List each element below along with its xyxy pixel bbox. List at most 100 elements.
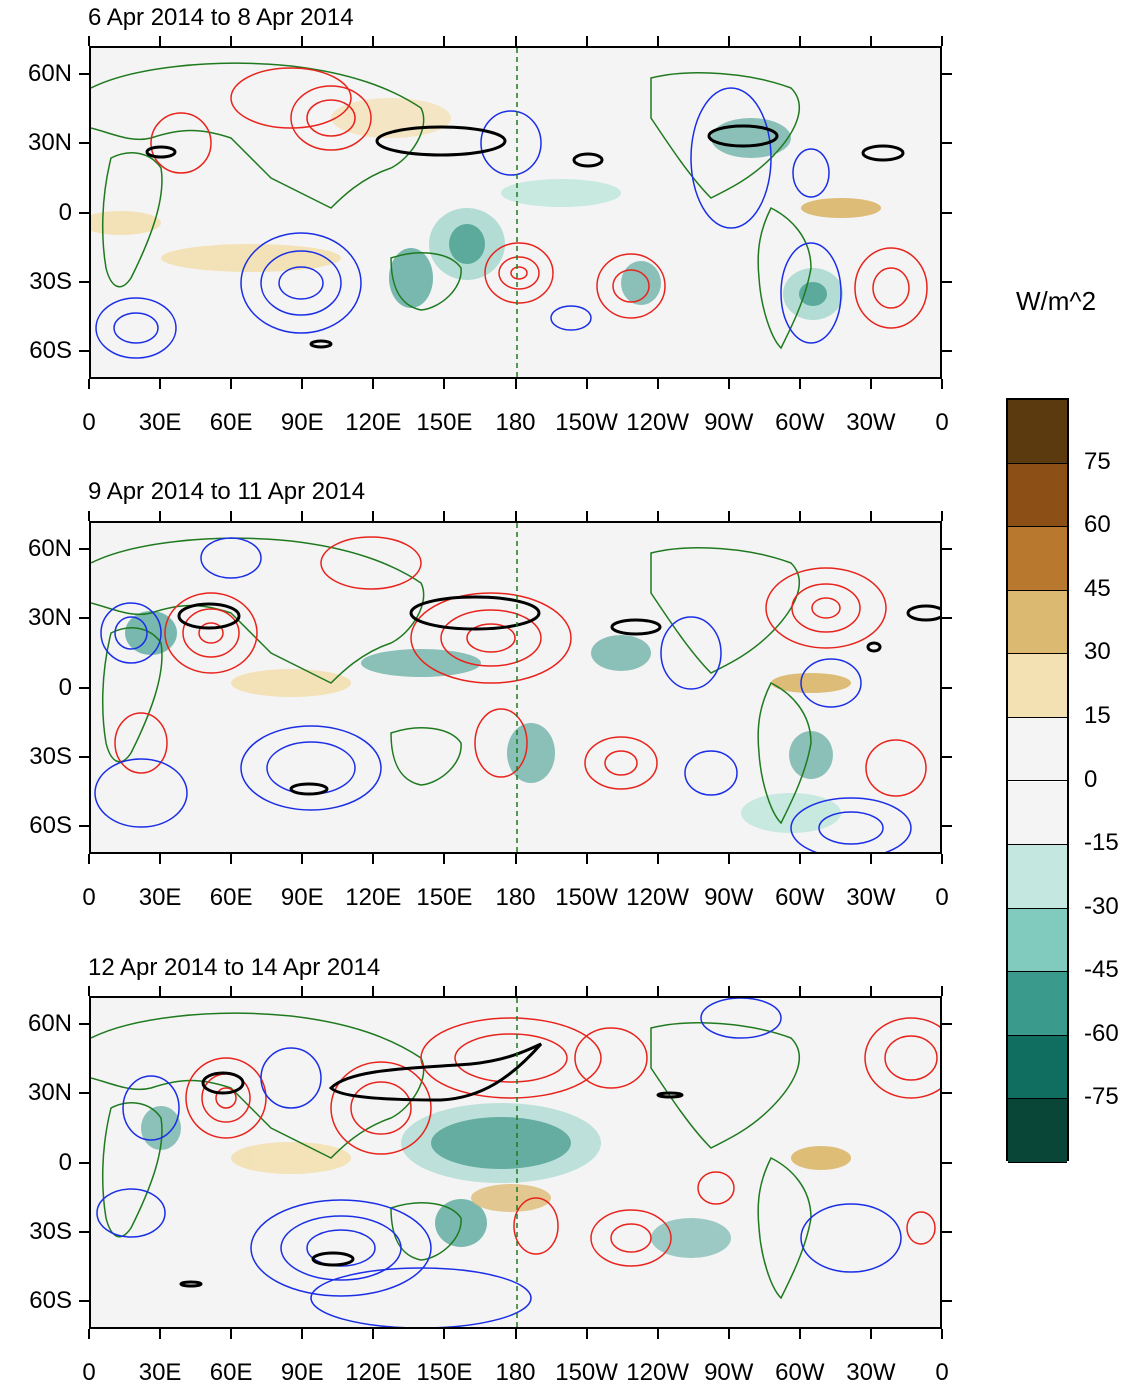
colorbar-cell [1008,590,1067,655]
y-tick [79,686,89,689]
x-tick-label: 0 [935,1359,949,1386]
y-tick [942,1300,952,1303]
x-tick [514,511,517,521]
x-tick-label: 120W [626,409,690,436]
contours-positive [114,536,927,797]
x-tick [656,36,659,46]
x-tick [372,379,375,389]
y-tick [79,350,89,353]
contours-bold [177,595,940,796]
colorbar-label: 60 [1084,511,1111,539]
x-tick-label: 90E [280,884,324,911]
colorbar-label: -75 [1084,1083,1119,1111]
x-tick [443,854,446,864]
x-tick [727,1329,730,1339]
y-tick-label: 30N [27,604,72,632]
x-tick [869,854,872,864]
x-tick [372,511,375,521]
x-tick-label: 120E [345,1359,402,1386]
x-tick-label: 30W [846,409,896,436]
x-tick-label: 120W [626,1359,690,1386]
y-tick-label: 0 [58,1148,72,1176]
x-tick [443,986,446,996]
x-tick-label: 180 [495,884,536,911]
y-tick [942,755,952,758]
x-tick [372,1329,375,1339]
y-tick-label: 30S [29,742,72,770]
x-tick [230,986,233,996]
y-tick [79,1022,89,1025]
y-tick [942,72,952,75]
x-tick [88,986,90,996]
land-outlines [91,1012,812,1300]
x-tick [301,1329,304,1339]
y-tick [79,825,89,828]
x-tick-label: 90W [704,409,754,436]
y-tick [942,1022,952,1025]
y-tick [79,211,89,214]
contours-negative [96,998,902,1327]
x-tick [159,1329,162,1339]
x-tick [585,36,588,46]
x-tick [798,511,801,521]
y-tick [942,617,952,620]
anomaly-shading [125,611,851,833]
y-tick [942,211,952,214]
colorbar [1006,398,1069,1163]
y-tick-label: 30S [29,1217,72,1245]
y-tick [942,825,952,828]
x-tick-label: 150W [555,1359,618,1386]
x-tick [514,854,517,864]
colorbar-cell [1008,654,1067,718]
x-tick [230,379,233,389]
x-tick [159,379,162,389]
x-tick [798,986,801,996]
x-tick [727,36,730,46]
x-tick-label: 180 [495,409,536,436]
x-tick-label: 0 [82,409,96,436]
x-tick [941,1329,943,1339]
x-tick-label: 90W [704,884,754,911]
x-tick-label: 90E [280,409,324,436]
map-layer-3 [91,998,940,1327]
x-tick-label: 150E [416,1359,473,1386]
x-tick [443,1329,446,1339]
x-tick-label: 180 [495,1359,536,1386]
x-tick-label: 120E [345,409,402,436]
colorbar-cell [1008,527,1067,591]
x-tick [230,1329,233,1339]
map-panel-2 [89,521,942,854]
x-tick [656,511,659,521]
y-tick-label: 30S [29,267,72,295]
y-tick [942,686,952,689]
panel-title-2: 9 Apr 2014 to 11 Apr 2014 [88,478,366,505]
x-tick [727,379,730,389]
x-tick [941,36,943,46]
y-tick-label: 60S [29,1287,72,1315]
x-tick-label: 30E [138,884,182,911]
map-layer-1 [91,48,928,377]
x-tick [159,986,162,996]
x-tick [372,36,375,46]
x-tick [301,36,304,46]
x-tick-label: 90W [704,1359,754,1386]
colorbar-label: 75 [1084,447,1111,475]
x-tick-label: 0 [82,1359,96,1386]
contours-bold [179,1042,684,1288]
x-tick-label: 120E [345,884,402,911]
x-tick [798,1329,801,1339]
contours-positive [185,1017,940,1267]
y-tick [79,617,89,620]
y-tick [942,547,952,550]
panel-title-3: 12 Apr 2014 to 14 Apr 2014 [88,954,381,981]
units-label: W/m^2 [1016,286,1097,316]
colorbar-cell [1008,400,1067,464]
x-tick [230,511,233,521]
x-tick [656,379,659,389]
colorbar-cell [1008,972,1067,1036]
y-tick [79,1161,89,1164]
y-tick [942,1230,952,1233]
x-tick [301,986,304,996]
colorbar-cell [1008,781,1067,846]
y-tick-label: 0 [58,198,72,226]
